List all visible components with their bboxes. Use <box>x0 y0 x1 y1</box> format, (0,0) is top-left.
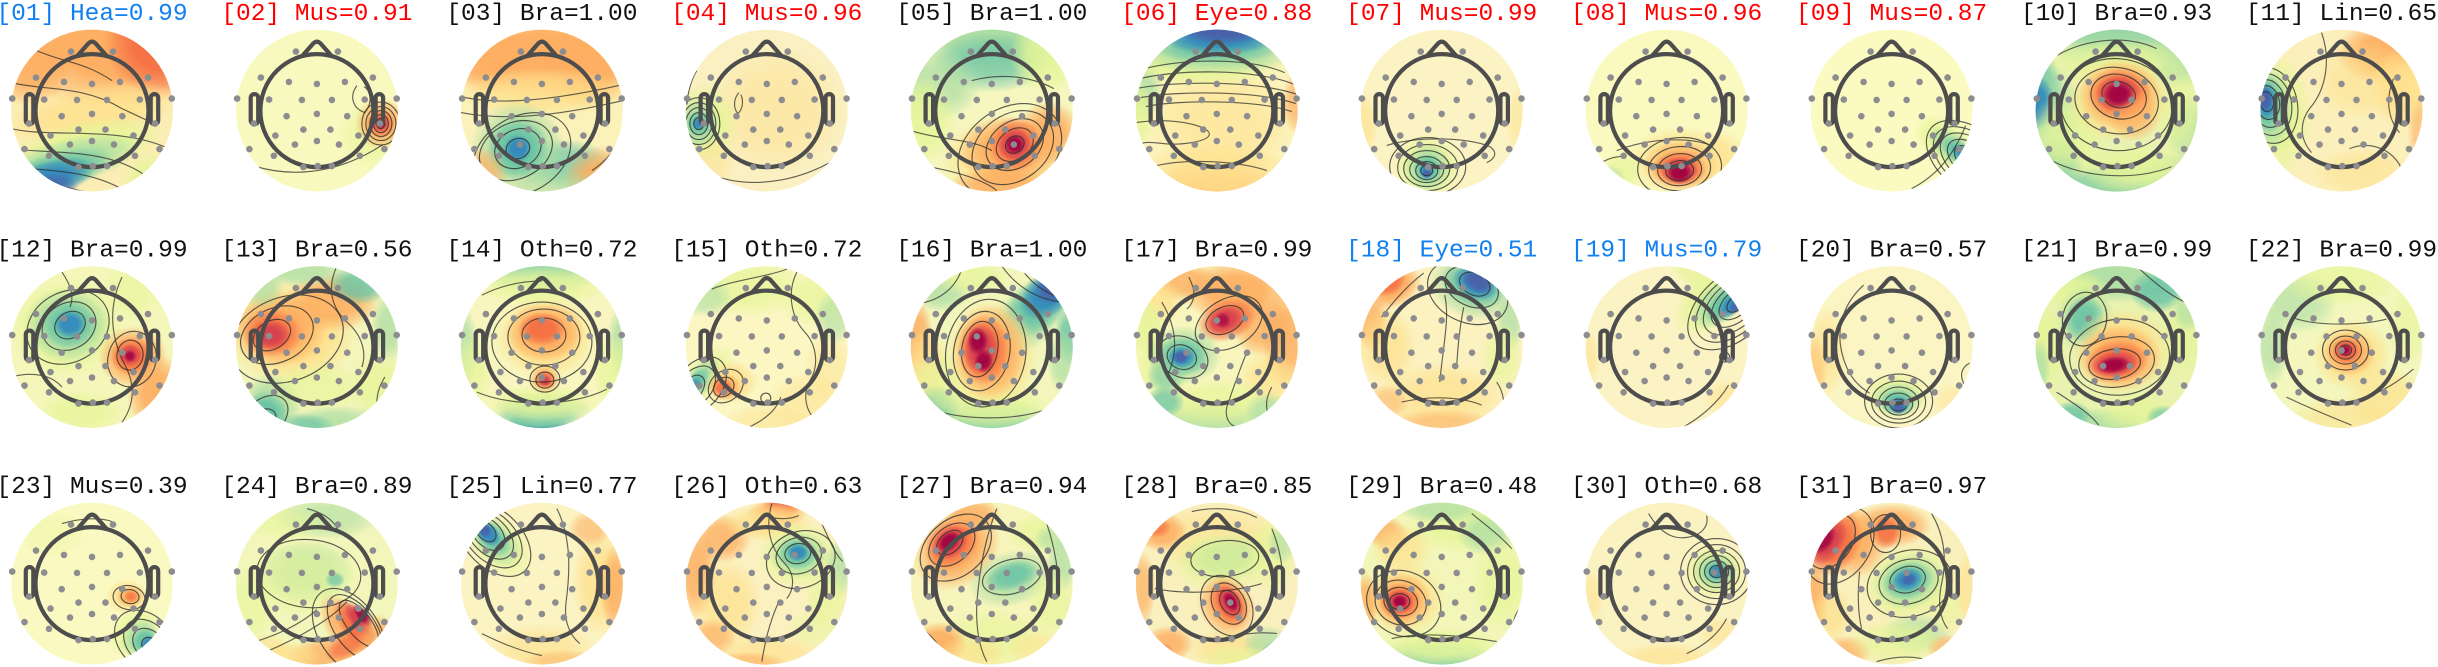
svg-text:[11] Lin=0.65: [11] Lin=0.65 <box>2246 1 2437 28</box>
svg-text:[13] Bra=0.56: [13] Bra=0.56 <box>221 238 412 265</box>
svg-text:[22] Bra=0.99: [22] Bra=0.99 <box>2246 238 2437 265</box>
svg-text:[28] Bra=0.85: [28] Bra=0.85 <box>1121 474 1312 501</box>
svg-text:[25] Lin=0.77: [25] Lin=0.77 <box>446 474 637 501</box>
svg-text:[10] Bra=0.93: [10] Bra=0.93 <box>2021 1 2212 28</box>
svg-text:[23] Mus=0.39: [23] Mus=0.39 <box>0 474 188 501</box>
svg-text:[15] Oth=0.72: [15] Oth=0.72 <box>671 238 862 265</box>
svg-text:[16] Bra=1.00: [16] Bra=1.00 <box>896 238 1087 265</box>
svg-text:[06] Eye=0.88: [06] Eye=0.88 <box>1121 1 1312 28</box>
svg-text:[30] Oth=0.68: [30] Oth=0.68 <box>1571 474 1762 501</box>
svg-text:[14] Oth=0.72: [14] Oth=0.72 <box>446 238 637 265</box>
svg-text:[27] Bra=0.94: [27] Bra=0.94 <box>896 474 1087 501</box>
svg-text:[24] Bra=0.89: [24] Bra=0.89 <box>221 474 412 501</box>
svg-text:[08] Mus=0.96: [08] Mus=0.96 <box>1571 1 1762 28</box>
svg-text:[03] Bra=1.00: [03] Bra=1.00 <box>446 1 637 28</box>
svg-text:[18] Eye=0.51: [18] Eye=0.51 <box>1346 238 1537 265</box>
svg-text:[05] Bra=1.00: [05] Bra=1.00 <box>896 1 1087 28</box>
svg-text:[01] Hea=0.99: [01] Hea=0.99 <box>0 1 188 28</box>
svg-text:[19] Mus=0.79: [19] Mus=0.79 <box>1571 238 1762 265</box>
svg-text:[31] Bra=0.97: [31] Bra=0.97 <box>1796 474 1987 501</box>
svg-text:[12] Bra=0.99: [12] Bra=0.99 <box>0 238 188 265</box>
svg-text:[07] Mus=0.99: [07] Mus=0.99 <box>1346 1 1537 28</box>
svg-text:[02] Mus=0.91: [02] Mus=0.91 <box>221 1 412 28</box>
svg-text:[04] Mus=0.96: [04] Mus=0.96 <box>671 1 862 28</box>
svg-text:[17] Bra=0.99: [17] Bra=0.99 <box>1121 238 1312 265</box>
svg-text:[21] Bra=0.99: [21] Bra=0.99 <box>2021 238 2212 265</box>
svg-text:[20] Bra=0.57: [20] Bra=0.57 <box>1796 238 1987 265</box>
svg-text:[09] Mus=0.87: [09] Mus=0.87 <box>1796 1 1987 28</box>
svg-text:[26] Oth=0.63: [26] Oth=0.63 <box>671 474 862 501</box>
svg-text:[29] Bra=0.48: [29] Bra=0.48 <box>1346 474 1537 501</box>
